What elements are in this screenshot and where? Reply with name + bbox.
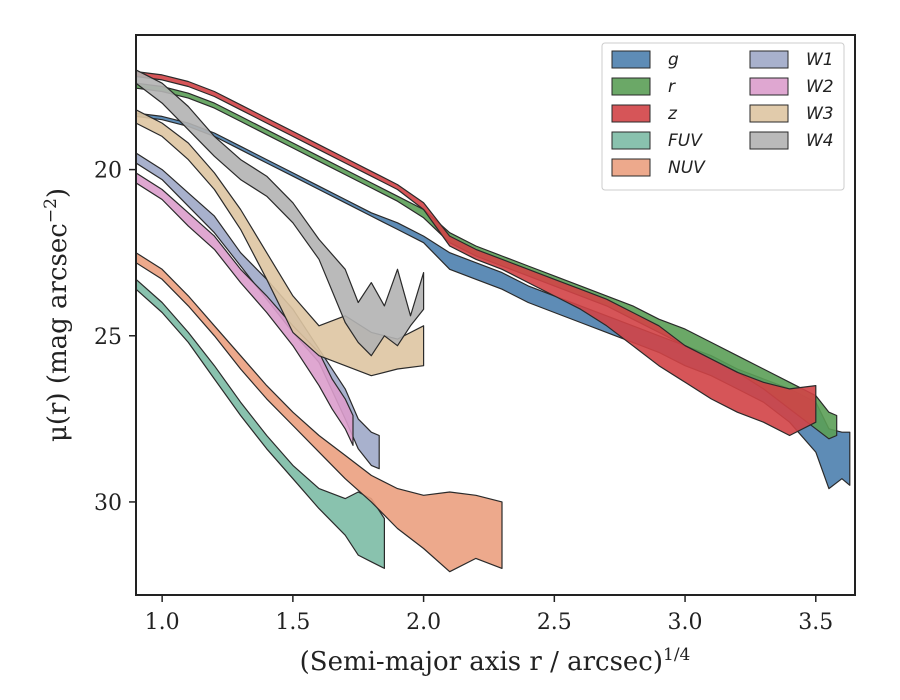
legend-swatch-w3	[749, 104, 789, 123]
legend-swatch-w1	[749, 50, 789, 69]
legend-swatch-r	[611, 77, 651, 96]
legend-label-w1: W1	[806, 50, 834, 70]
series-band-z	[136, 70, 817, 437]
legend-label-w4: W4	[806, 131, 834, 151]
series-band-g	[136, 112, 851, 490]
legend-label-g: g	[668, 50, 679, 70]
x-tick-label: 2.0	[406, 610, 441, 635]
legend-label-nuv: NUV	[668, 158, 706, 178]
x-axis-label: (Semi-major axis r / arcsec)1/4	[300, 645, 691, 677]
legend-swatch-w4	[749, 131, 789, 150]
series-band-w2	[136, 172, 354, 446]
y-tick-label: 25	[94, 325, 122, 350]
y-tick-label: 30	[94, 491, 122, 516]
x-tick-label: 1.5	[275, 610, 310, 635]
y-tick-label: 20	[94, 159, 122, 184]
x-tick-label: 1.0	[145, 610, 180, 635]
legend-swatch-z	[611, 104, 651, 123]
axis-ticks: 1.0 1.5 2.0 2.5 3.0 3.5 20 25 30	[94, 159, 833, 635]
y-axis-label: μ(r) (mag arcsec−2)	[41, 188, 73, 442]
x-tick-label: 3.5	[798, 610, 833, 635]
x-tick-label: 2.5	[537, 610, 572, 635]
series-band-w1	[136, 152, 380, 470]
series-band-w3	[136, 109, 425, 377]
plot-frame	[135, 34, 856, 596]
legend-swatch-fuv	[611, 131, 651, 150]
series-band-r	[136, 82, 838, 440]
legend-label-w3: W3	[806, 104, 834, 124]
legend-label-w2: W2	[806, 77, 834, 97]
series-band-nuv	[136, 252, 503, 573]
legend-swatch-nuv	[611, 158, 651, 177]
legend-label-z: z	[667, 104, 678, 124]
legend-label-r: r	[668, 77, 676, 97]
series-band-w4	[136, 69, 425, 357]
legend-swatch-g	[611, 50, 651, 69]
legend: grz FUV NUV W1 W2 W3 W4	[601, 42, 845, 191]
legend-swatch-w2	[749, 77, 789, 96]
x-tick-label: 3.0	[668, 610, 703, 635]
legend-label-fuv: FUV	[668, 131, 703, 151]
series-layer	[136, 69, 851, 573]
series-band-fuv	[136, 278, 385, 570]
